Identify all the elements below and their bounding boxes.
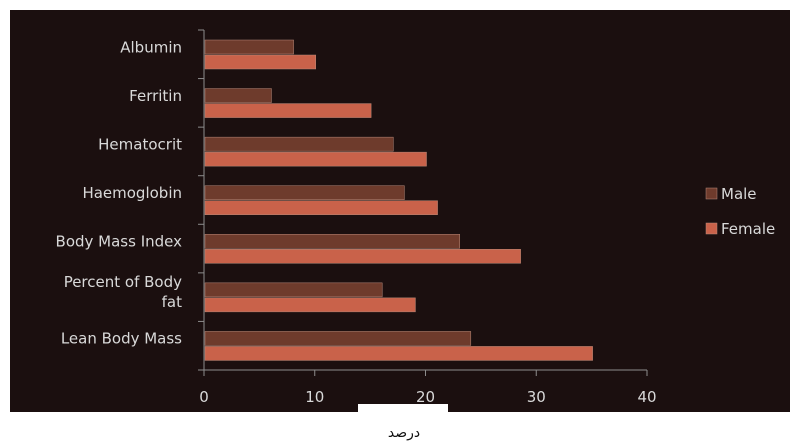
category-label: Albumin <box>120 38 182 56</box>
x-tick-label: 30 <box>527 388 546 406</box>
bar-male-lean-body-mass <box>204 331 472 346</box>
bar-female-haemoglobin <box>204 200 438 215</box>
bar-female-ferritin <box>204 103 372 118</box>
x-tick-label: 20 <box>416 388 435 406</box>
x-tick-label: 0 <box>199 388 209 406</box>
x-tick-label: 10 <box>305 388 324 406</box>
legend-swatch-male <box>705 187 718 200</box>
category-label: Hematocrit <box>98 135 182 153</box>
legend: Male Female <box>705 185 775 238</box>
bar-female-albumin <box>204 54 316 70</box>
bar-male-albumin <box>204 39 294 55</box>
xlabel-box <box>358 404 448 418</box>
x-tick-label: 40 <box>637 388 656 406</box>
category-label: Haemoglobin <box>82 184 182 202</box>
x-axis-label: درصد <box>388 425 420 441</box>
plot-area: Albumin Ferritin Hematocrit Haemoglobin Body… <box>56 29 657 406</box>
bar-female-hematocrit <box>204 151 427 167</box>
bar-male-ferritin <box>204 88 272 103</box>
bar-female-percent-of-body-fat <box>204 297 416 313</box>
bar-male-body-mass-index <box>204 234 460 249</box>
category-label: Lean Body Mass <box>61 330 182 348</box>
legend-label-male: Male <box>721 185 757 203</box>
category-label: Body Mass Index <box>56 233 183 251</box>
bar-male-percent-of-body-fat <box>204 282 383 298</box>
legend-label-female: Female <box>721 220 775 238</box>
legend-swatch-female <box>705 222 718 235</box>
category-label: Ferritin <box>129 87 182 105</box>
bar-male-haemoglobin <box>204 185 405 200</box>
bar-male-hematocrit <box>204 136 394 152</box>
category-label: Percent of Body fat <box>64 273 182 311</box>
bar-female-lean-body-mass <box>204 346 593 361</box>
bar-female-body-mass-index <box>204 249 521 264</box>
